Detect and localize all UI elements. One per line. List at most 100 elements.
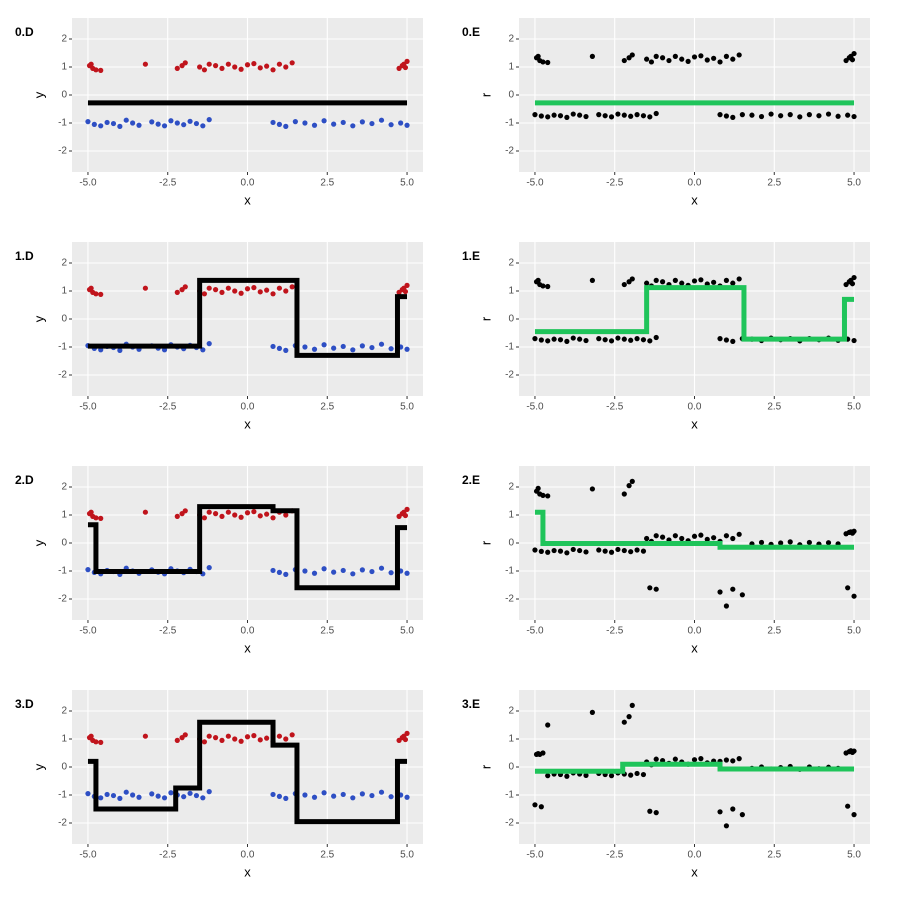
point (711, 535, 717, 541)
point (615, 546, 621, 553)
point (596, 547, 602, 553)
point (849, 281, 856, 287)
point (398, 120, 404, 126)
point (311, 794, 318, 800)
point (538, 804, 544, 810)
point (98, 739, 104, 745)
point (717, 112, 723, 118)
point (117, 347, 123, 353)
chart-title: 3.E (462, 697, 480, 711)
point (621, 112, 627, 118)
point (717, 336, 723, 342)
y-tick-label: 1 (61, 510, 67, 521)
y-axis-label: y (31, 315, 46, 322)
point (723, 277, 730, 283)
point (564, 338, 570, 344)
point (283, 64, 289, 70)
panel-group: 1.D x y -5.0 -2.5 0.0 2.5 5.0 -2 -1 0 1 2 (15, 242, 423, 431)
point (232, 512, 238, 518)
point (289, 60, 295, 66)
x-tick-label: -2.5 (159, 850, 177, 861)
x-tick-label: 5.0 (400, 178, 414, 189)
y-axis-label: r (478, 92, 493, 97)
point (182, 284, 188, 290)
x-tick-label: -2.5 (606, 626, 624, 637)
point (123, 117, 129, 123)
point (644, 56, 650, 62)
point (206, 117, 212, 123)
point (608, 773, 615, 779)
panel-group: 2.E x r -5.0 -2.5 0.0 2.5 5.0 -2 -1 0 1 2 (462, 466, 870, 655)
point (174, 65, 180, 71)
point (730, 586, 736, 592)
point (206, 61, 212, 67)
point (244, 62, 251, 68)
x-tick-label: 5.0 (847, 178, 861, 189)
point (545, 773, 551, 779)
chart-title: 1.D (15, 249, 34, 263)
point (538, 337, 544, 343)
point (302, 344, 308, 350)
point (851, 50, 857, 57)
point (835, 113, 841, 119)
x-tick-label: 0.0 (241, 850, 255, 861)
point (787, 112, 793, 118)
point (535, 485, 541, 491)
point (161, 123, 168, 129)
panel-group: 3.D x y -5.0 -2.5 0.0 2.5 5.0 -2 -1 0 1 2 (15, 690, 423, 879)
point (589, 53, 595, 59)
point (331, 121, 337, 127)
point (851, 812, 857, 818)
point (749, 112, 755, 118)
x-tick-label: -2.5 (606, 850, 624, 861)
point (659, 55, 666, 61)
y-tick-label: -1 (505, 566, 514, 577)
y-tick-label: 1 (61, 286, 67, 297)
point (653, 334, 659, 341)
x-tick-label: 2.5 (320, 402, 334, 413)
point (545, 283, 551, 290)
point (98, 291, 104, 297)
x-axis-label: x (244, 640, 251, 655)
point (557, 337, 564, 343)
point (289, 284, 295, 290)
point (679, 56, 685, 62)
chart-title: 2.E (462, 473, 480, 487)
point (621, 336, 627, 342)
point (596, 336, 602, 342)
point (149, 119, 155, 125)
point (685, 58, 691, 64)
point (730, 535, 736, 542)
x-tick-label: -5.0 (79, 178, 97, 189)
point (608, 338, 615, 344)
point (758, 113, 765, 120)
y-tick-label: 0 (508, 762, 514, 773)
point (93, 739, 99, 745)
point (739, 592, 745, 598)
point (723, 533, 730, 539)
point (404, 122, 410, 128)
point (723, 603, 730, 609)
point (264, 735, 270, 741)
point (388, 346, 394, 352)
panel-group: 1.E x r -5.0 -2.5 0.0 2.5 5.0 -2 -1 0 1 2 (462, 242, 870, 431)
point (251, 285, 257, 291)
point (628, 337, 634, 343)
point (350, 123, 356, 129)
point (251, 509, 257, 515)
point (778, 540, 784, 546)
point (378, 565, 385, 571)
point (270, 291, 276, 297)
point (538, 113, 544, 119)
point (136, 122, 142, 128)
y-tick-label: 2 (61, 34, 67, 45)
point (206, 285, 212, 291)
point (340, 343, 346, 350)
point (257, 289, 263, 295)
point (640, 337, 647, 343)
point (276, 793, 283, 800)
point (704, 536, 710, 542)
point (723, 113, 730, 119)
point (806, 539, 812, 546)
y-tick-label: 2 (508, 706, 514, 717)
